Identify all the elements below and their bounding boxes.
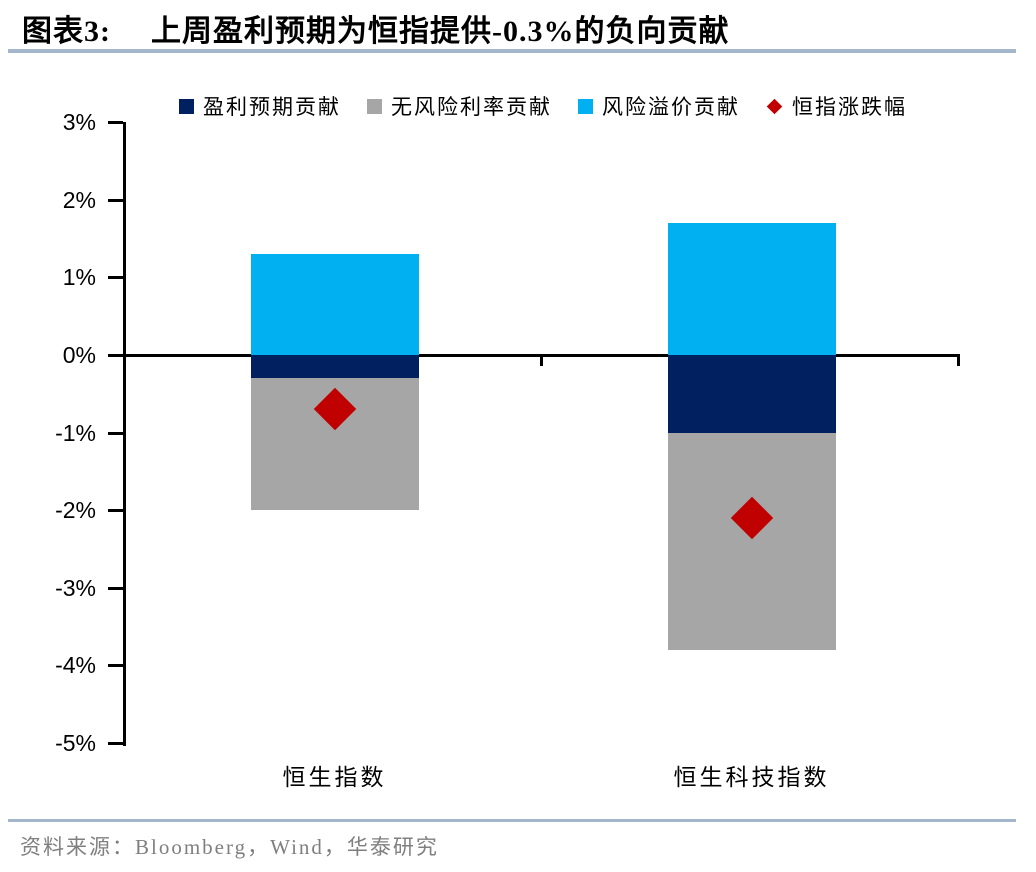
y-axis-tick-label: -4% xyxy=(55,652,96,679)
y-axis-tick xyxy=(108,586,123,590)
y-axis-tick-label: 3% xyxy=(62,109,96,136)
legend-swatch-cyan-icon xyxy=(578,98,593,114)
y-axis-tick-label: -1% xyxy=(55,419,96,446)
legend-swatch-gray-icon xyxy=(367,98,382,114)
bar-segment-1 xyxy=(667,432,836,650)
x-category-label: 恒生科技指数 xyxy=(673,765,830,790)
legend-label: 恒指涨跌幅 xyxy=(792,95,907,119)
y-axis-tick xyxy=(108,198,123,202)
y-axis-tick-label: -5% xyxy=(55,730,96,756)
category-axis-tick xyxy=(957,355,960,366)
footer-divider xyxy=(8,819,1016,822)
bar-segment-0 xyxy=(250,355,419,379)
figure-title: 图表3: 上周盈利预期为恒指提供-0.3%的负向贡献 xyxy=(22,6,730,50)
figure-number: 图表3: xyxy=(22,15,111,48)
source-note: 资料来源：Bloomberg，Wind，华泰研究 xyxy=(20,835,439,859)
y-axis-tick-label: 0% xyxy=(62,342,96,368)
legend-label: 无风险利率贡献 xyxy=(391,95,552,119)
bar-segment-0 xyxy=(250,254,419,355)
zero-line xyxy=(126,354,960,357)
chart-area: 3% 2% 1% 0% -1% -2% -3% -4% -5% 恒生指数 恒生科技指数 xyxy=(55,109,960,790)
legend-item-index-change: 恒指涨跌幅 xyxy=(766,91,907,121)
y-axis-tick xyxy=(108,354,123,357)
y-axis-tick-label: -3% xyxy=(55,574,96,601)
y-axis-tick xyxy=(108,121,123,125)
y-axis-tick-label: 2% xyxy=(62,186,96,213)
y-axis-tick xyxy=(108,509,123,513)
x-category-label: 恒生指数 xyxy=(282,765,387,790)
legend-item-riskfree-rate: 无风险利率贡献 xyxy=(367,91,552,121)
y-axis-tick xyxy=(108,664,123,668)
chart-legend: 盈利预期贡献 无风险利率贡献 风险溢价贡献 恒指涨跌幅 xyxy=(126,90,960,122)
bar-segment-1 xyxy=(667,223,836,355)
y-axis-tick xyxy=(108,431,123,435)
y-axis-tick-label: 1% xyxy=(62,264,96,291)
y-axis-tick xyxy=(108,742,123,745)
y-axis-tick-label: -2% xyxy=(55,497,96,524)
figure-title-text: 上周盈利预期为恒指提供-0.3%的负向贡献 xyxy=(151,15,730,48)
bar-segment-1 xyxy=(667,355,836,433)
legend-swatch-navy-icon xyxy=(179,98,194,114)
legend-label: 风险溢价贡献 xyxy=(602,95,740,119)
title-underline xyxy=(8,49,1016,53)
y-axis-tick xyxy=(108,276,123,280)
legend-item-earnings: 盈利预期贡献 xyxy=(179,91,341,121)
y-axis-line xyxy=(123,122,126,746)
category-axis-tick xyxy=(540,355,543,366)
legend-item-risk-premium: 风险溢价贡献 xyxy=(578,91,740,121)
legend-label: 盈利预期贡献 xyxy=(203,95,341,119)
